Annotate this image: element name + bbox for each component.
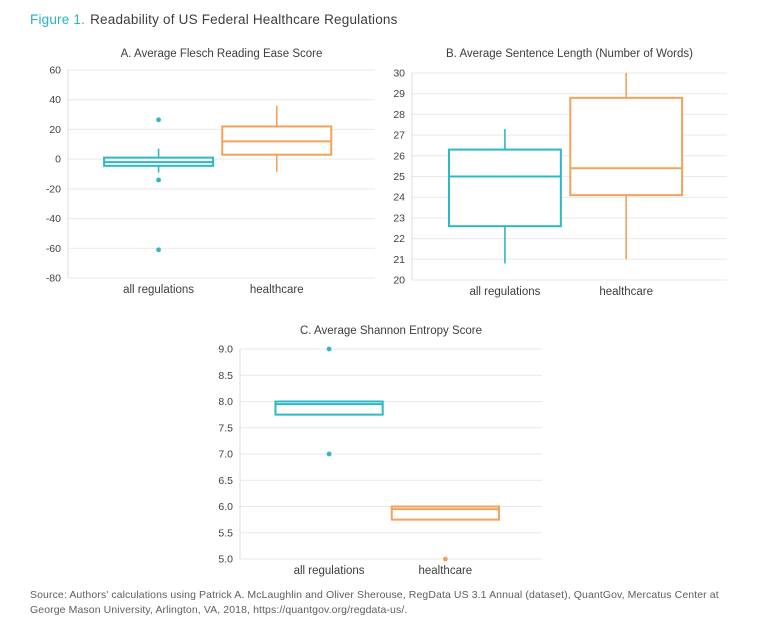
y-tick-label: 0 bbox=[55, 154, 61, 166]
panel-c-boxplot: 9.0 8.5 8.0 7.5 7.0 6.5 6.0 5.5 5.0 all regulatio… bbox=[218, 344, 542, 577]
y-tick-label: 20 bbox=[393, 275, 405, 287]
y-tick-label: 26 bbox=[393, 150, 405, 162]
panel-b-boxplot: 30 29 28 27 26 25 24 23 22 21 20 all regulations hea… bbox=[393, 68, 727, 298]
outlier-dot bbox=[326, 451, 332, 457]
y-tick-label: -80 bbox=[46, 273, 61, 285]
y-tick-label: 20 bbox=[49, 124, 61, 136]
y-tick-label: 40 bbox=[49, 94, 61, 106]
y-tick-label: 8.5 bbox=[218, 370, 233, 382]
y-tick-label: 27 bbox=[393, 130, 405, 142]
panel-b-title: B. Average Sentence Length (Number of Wo… bbox=[446, 48, 693, 60]
figure-title-text: Readability of US Federal Healthcare Reg… bbox=[90, 12, 398, 27]
category-label: healthcare bbox=[419, 565, 473, 577]
source-note: Source: Authors' calculations using Patr… bbox=[30, 589, 719, 617]
y-tick-label: 6.5 bbox=[218, 475, 233, 487]
panel-a: A. Average Flesch Reading Ease Score 60 4… bbox=[30, 48, 375, 306]
category-label: all regulations bbox=[123, 284, 194, 296]
y-tick-label: 60 bbox=[49, 66, 61, 77]
category-label: healthcare bbox=[599, 286, 653, 298]
category-label: healthcare bbox=[250, 284, 304, 296]
y-tick-label: 25 bbox=[393, 171, 405, 183]
panel-c-title: C. Average Shannon Entropy Score bbox=[300, 325, 482, 337]
box bbox=[448, 148, 562, 228]
panel-c: C. Average Shannon Entropy Score 9.0 8.5 8… bbox=[185, 325, 542, 583]
y-tick-label: 28 bbox=[393, 109, 405, 121]
y-tick-label: 5.0 bbox=[218, 554, 233, 566]
y-tick-label: -40 bbox=[46, 213, 61, 225]
category-label: all regulations bbox=[294, 565, 365, 577]
y-tick-label: 24 bbox=[393, 192, 405, 204]
box bbox=[569, 96, 684, 197]
figure-title: Figure 1. Readability of US Federal Healt… bbox=[30, 12, 398, 27]
y-tick-label: 21 bbox=[393, 254, 405, 266]
y-tick-label: 8.0 bbox=[218, 396, 233, 408]
outlier-dot bbox=[326, 346, 332, 352]
y-tick-label: 5.5 bbox=[218, 527, 233, 539]
outlier-dot bbox=[156, 177, 161, 183]
y-tick-label: 29 bbox=[393, 88, 405, 100]
outlier-dot bbox=[156, 117, 161, 123]
panel-a-boxplot: 60 40 20 0 -20 -40 -60 -80 all regulations health… bbox=[46, 66, 375, 296]
y-tick-label: 7.0 bbox=[218, 449, 233, 461]
panel-b: B. Average Sentence Length (Number of Wo… bbox=[385, 48, 727, 306]
y-tick-label: 22 bbox=[393, 233, 405, 245]
panel-a-title: A. Average Flesch Reading Ease Score bbox=[120, 48, 323, 60]
y-tick-label: 30 bbox=[393, 68, 405, 80]
y-tick-label: 9.0 bbox=[218, 344, 233, 356]
y-tick-label: -60 bbox=[46, 243, 61, 255]
figure-label: Figure 1. bbox=[30, 12, 86, 27]
outlier-dot bbox=[442, 556, 448, 562]
y-tick-label: 6.0 bbox=[218, 501, 233, 513]
category-label: all regulations bbox=[469, 286, 540, 298]
y-tick-label: 7.5 bbox=[218, 422, 233, 434]
outlier-dot bbox=[156, 247, 161, 253]
y-tick-label: -20 bbox=[46, 183, 61, 195]
y-tick-label: 23 bbox=[393, 212, 405, 224]
